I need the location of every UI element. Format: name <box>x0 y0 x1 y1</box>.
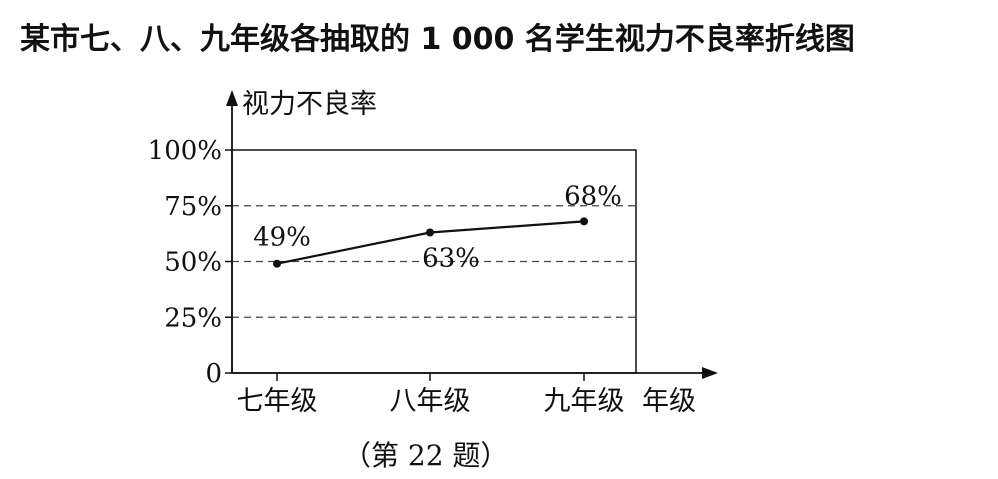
x-tick-label: 七年级 <box>237 386 318 417</box>
gridlines <box>232 205 636 318</box>
data-point <box>426 228 434 237</box>
x-tick-label: 九年级 <box>544 386 625 417</box>
x-axis-label: 年级 <box>642 386 696 417</box>
x-tick-label: 八年级 <box>390 386 471 417</box>
data-label: 49% <box>253 223 311 253</box>
figure-caption: （第 22 题） <box>343 439 509 472</box>
y-tick-label: 25% <box>164 303 222 333</box>
y-tick-label: 75% <box>164 192 222 222</box>
data-label: 63% <box>422 244 480 274</box>
data-point <box>580 217 588 226</box>
y-tick-label: 0 <box>205 359 222 389</box>
chart-title: 某市七、八、九年级各抽取的 1 000 名学生视力不良率折线图 <box>20 22 855 57</box>
x-axis-arrow <box>702 367 718 379</box>
data-label: 68% <box>564 181 622 211</box>
y-axis-arrow <box>226 90 238 106</box>
data-point <box>273 259 281 268</box>
y-axis-label: 视力不良率 <box>242 89 377 120</box>
y-tick-label: 50% <box>164 248 222 278</box>
y-tick-label: 100% <box>148 136 222 166</box>
